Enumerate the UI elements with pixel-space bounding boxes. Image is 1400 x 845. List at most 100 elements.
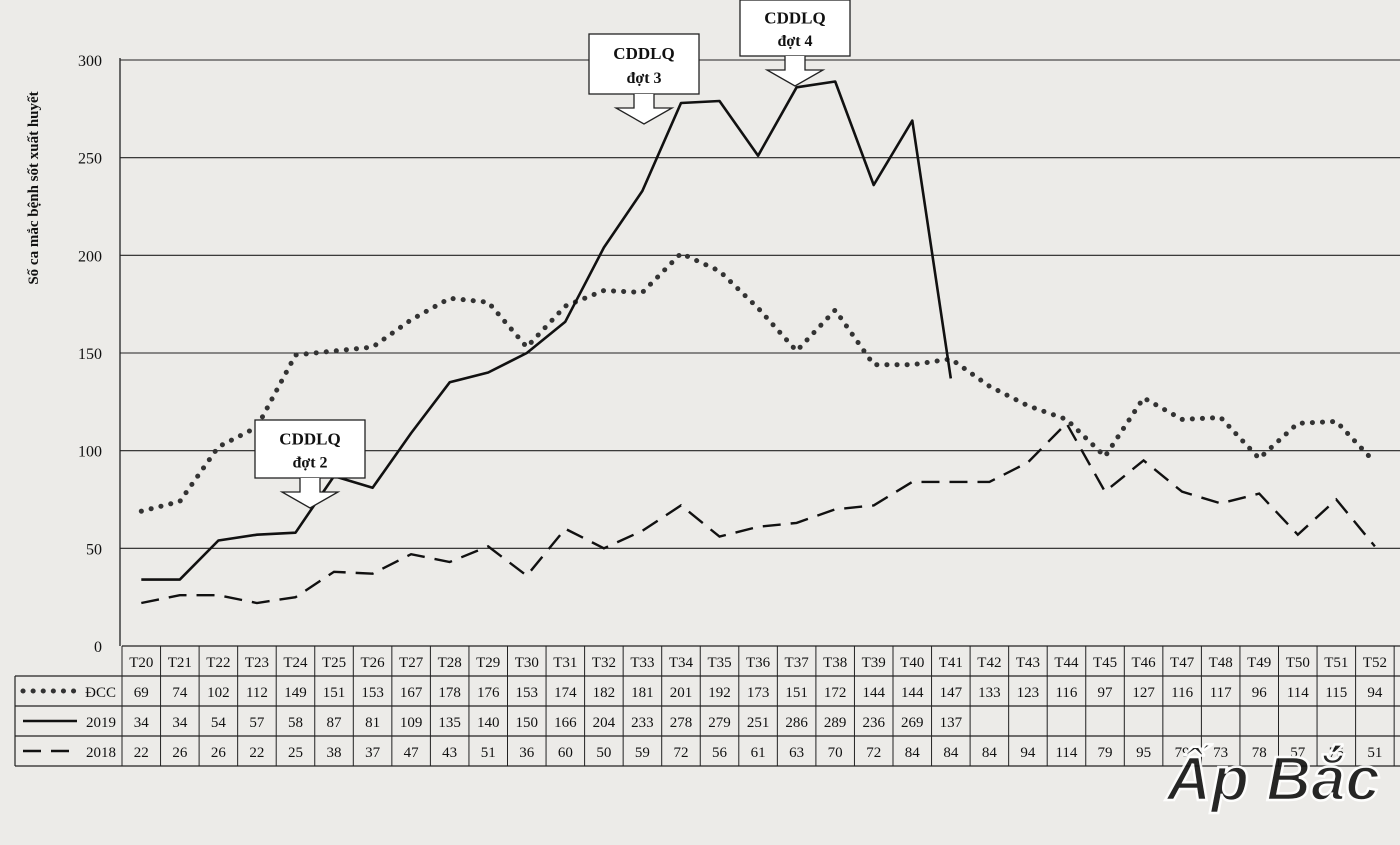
- x-tick-label: T21: [168, 655, 192, 671]
- x-tick-label: T24: [283, 655, 308, 671]
- y-tick-label: 100: [78, 444, 102, 461]
- table-cell: 97: [1098, 685, 1114, 701]
- table-cell: 79: [1098, 745, 1113, 761]
- table-cell: 279: [708, 715, 731, 731]
- table-cell: 72: [866, 745, 881, 761]
- table-cell: 236: [862, 715, 885, 731]
- table-cell: 153: [361, 685, 384, 701]
- table-cell: 63: [789, 745, 804, 761]
- x-tick-label: T26: [360, 655, 385, 671]
- table-cell: 51: [1367, 745, 1382, 761]
- table-cell: 167: [400, 685, 423, 701]
- x-tick-label: T22: [206, 655, 230, 671]
- table-cell: 278: [670, 715, 693, 731]
- callout-box: [739, 0, 851, 57]
- table-cell: 50: [596, 745, 611, 761]
- table-cell: 78: [1252, 745, 1267, 761]
- table-cell: 201: [670, 685, 693, 701]
- table-cell: 84: [943, 745, 959, 761]
- table-cell: 109: [400, 715, 423, 731]
- callout-arrow: [764, 56, 826, 87]
- table-cell: 144: [862, 685, 885, 701]
- x-tick-label: T27: [399, 655, 424, 671]
- x-tick-label: T46: [1131, 655, 1156, 671]
- callout-T37: CDDLQ đợt 4: [739, 0, 851, 87]
- table-cell: 36: [519, 745, 535, 761]
- table-cell: 144: [901, 685, 924, 701]
- table-cell: 58: [288, 715, 303, 731]
- x-tick-label: T36: [746, 655, 771, 671]
- x-tick-label: T51: [1324, 655, 1348, 671]
- table-cell: 87: [327, 715, 343, 731]
- series-line-ĐCC: [138, 250, 1378, 514]
- table-cell: 204: [593, 715, 616, 731]
- x-tick-label: T42: [977, 655, 1001, 671]
- callout-title: CDDLQ: [764, 9, 825, 28]
- table-cell: 176: [477, 685, 500, 701]
- table-cell: 112: [246, 685, 268, 701]
- y-tick-label: 300: [78, 53, 102, 70]
- x-tick-label: T32: [592, 655, 616, 671]
- x-tick-label: T44: [1054, 655, 1079, 671]
- grid-lines: [119, 58, 1400, 646]
- x-tick-label: T41: [939, 655, 963, 671]
- y-axis-label: Số ca mắc bệnh sốt xuất huyết: [26, 91, 42, 284]
- table-cell: 123: [1017, 685, 1040, 701]
- table-cell: 43: [442, 745, 457, 761]
- table-cell: 269: [901, 715, 924, 731]
- x-tick-label: T37: [785, 655, 810, 671]
- table-cell: 233: [631, 715, 654, 731]
- table-cell: 73: [1213, 745, 1228, 761]
- x-tick-label: T40: [900, 655, 924, 671]
- table-cell: 114: [1287, 685, 1309, 701]
- table-cell: 181: [631, 685, 654, 701]
- table-cell: 95: [1136, 745, 1151, 761]
- table-cell: 34: [172, 715, 188, 731]
- table-cell: 56: [712, 745, 728, 761]
- table-cell: 47: [404, 745, 420, 761]
- table-cell: 182: [593, 685, 616, 701]
- x-tick-label: T35: [707, 655, 731, 671]
- callout-arrow: [613, 94, 675, 125]
- x-tick-label: T52: [1363, 655, 1387, 671]
- annotations: CDDLQ đợt 2 CDDLQ đợt 3 CDDLQ đợt 4: [254, 0, 851, 509]
- table-cell: 96: [1252, 685, 1268, 701]
- watermark-logo: Ấp Bắc: [1163, 744, 1381, 816]
- callout-T33: CDDLQ đợt 3: [588, 33, 700, 125]
- y-axis: Số ca mắc bệnh sốt xuất huyết 0 50 100 150 2…: [26, 53, 102, 656]
- x-tick-label: T49: [1247, 655, 1271, 671]
- x-tick-label: T23: [245, 655, 269, 671]
- x-tick-label: T25: [322, 655, 346, 671]
- x-tick-label: T47: [1170, 655, 1195, 671]
- y-tick-label: 50: [86, 541, 102, 558]
- table-cell: 37: [365, 745, 381, 761]
- table-cell: 150: [516, 715, 539, 731]
- x-tick-label: T20: [129, 655, 153, 671]
- table-cell: 22: [134, 745, 149, 761]
- table-cell: 34: [134, 715, 150, 731]
- callout-arrow: [279, 478, 341, 509]
- callout-subtitle: đợt 4: [777, 33, 812, 50]
- table-cell: 147: [940, 685, 963, 701]
- table-cell: 59: [635, 745, 650, 761]
- watermark-text: Ấp Bắc: [1164, 745, 1380, 814]
- callout-title: CDDLQ: [279, 429, 340, 448]
- callout-subtitle: đợt 2: [292, 455, 327, 472]
- table-cell: 51: [481, 745, 496, 761]
- table-cell: 84: [982, 745, 998, 761]
- table-cell: 94: [1367, 685, 1383, 701]
- table-cell: 133: [978, 685, 1001, 701]
- x-tick-label: T39: [862, 655, 886, 671]
- table-cell: 75: [1329, 745, 1344, 761]
- table-cell: 153: [516, 685, 539, 701]
- table-cell: 115: [1325, 685, 1347, 701]
- table-cell: 26: [172, 745, 188, 761]
- table-cell: 149: [284, 685, 307, 701]
- table-cell: 140: [477, 715, 500, 731]
- callout-title: CDDLQ: [613, 44, 674, 63]
- y-tick-label: 150: [78, 346, 102, 363]
- x-tick-label: T30: [515, 655, 539, 671]
- callout-subtitle: đợt 3: [626, 70, 661, 87]
- x-tick-label: T29: [476, 655, 500, 671]
- x-tick-label: T50: [1286, 655, 1310, 671]
